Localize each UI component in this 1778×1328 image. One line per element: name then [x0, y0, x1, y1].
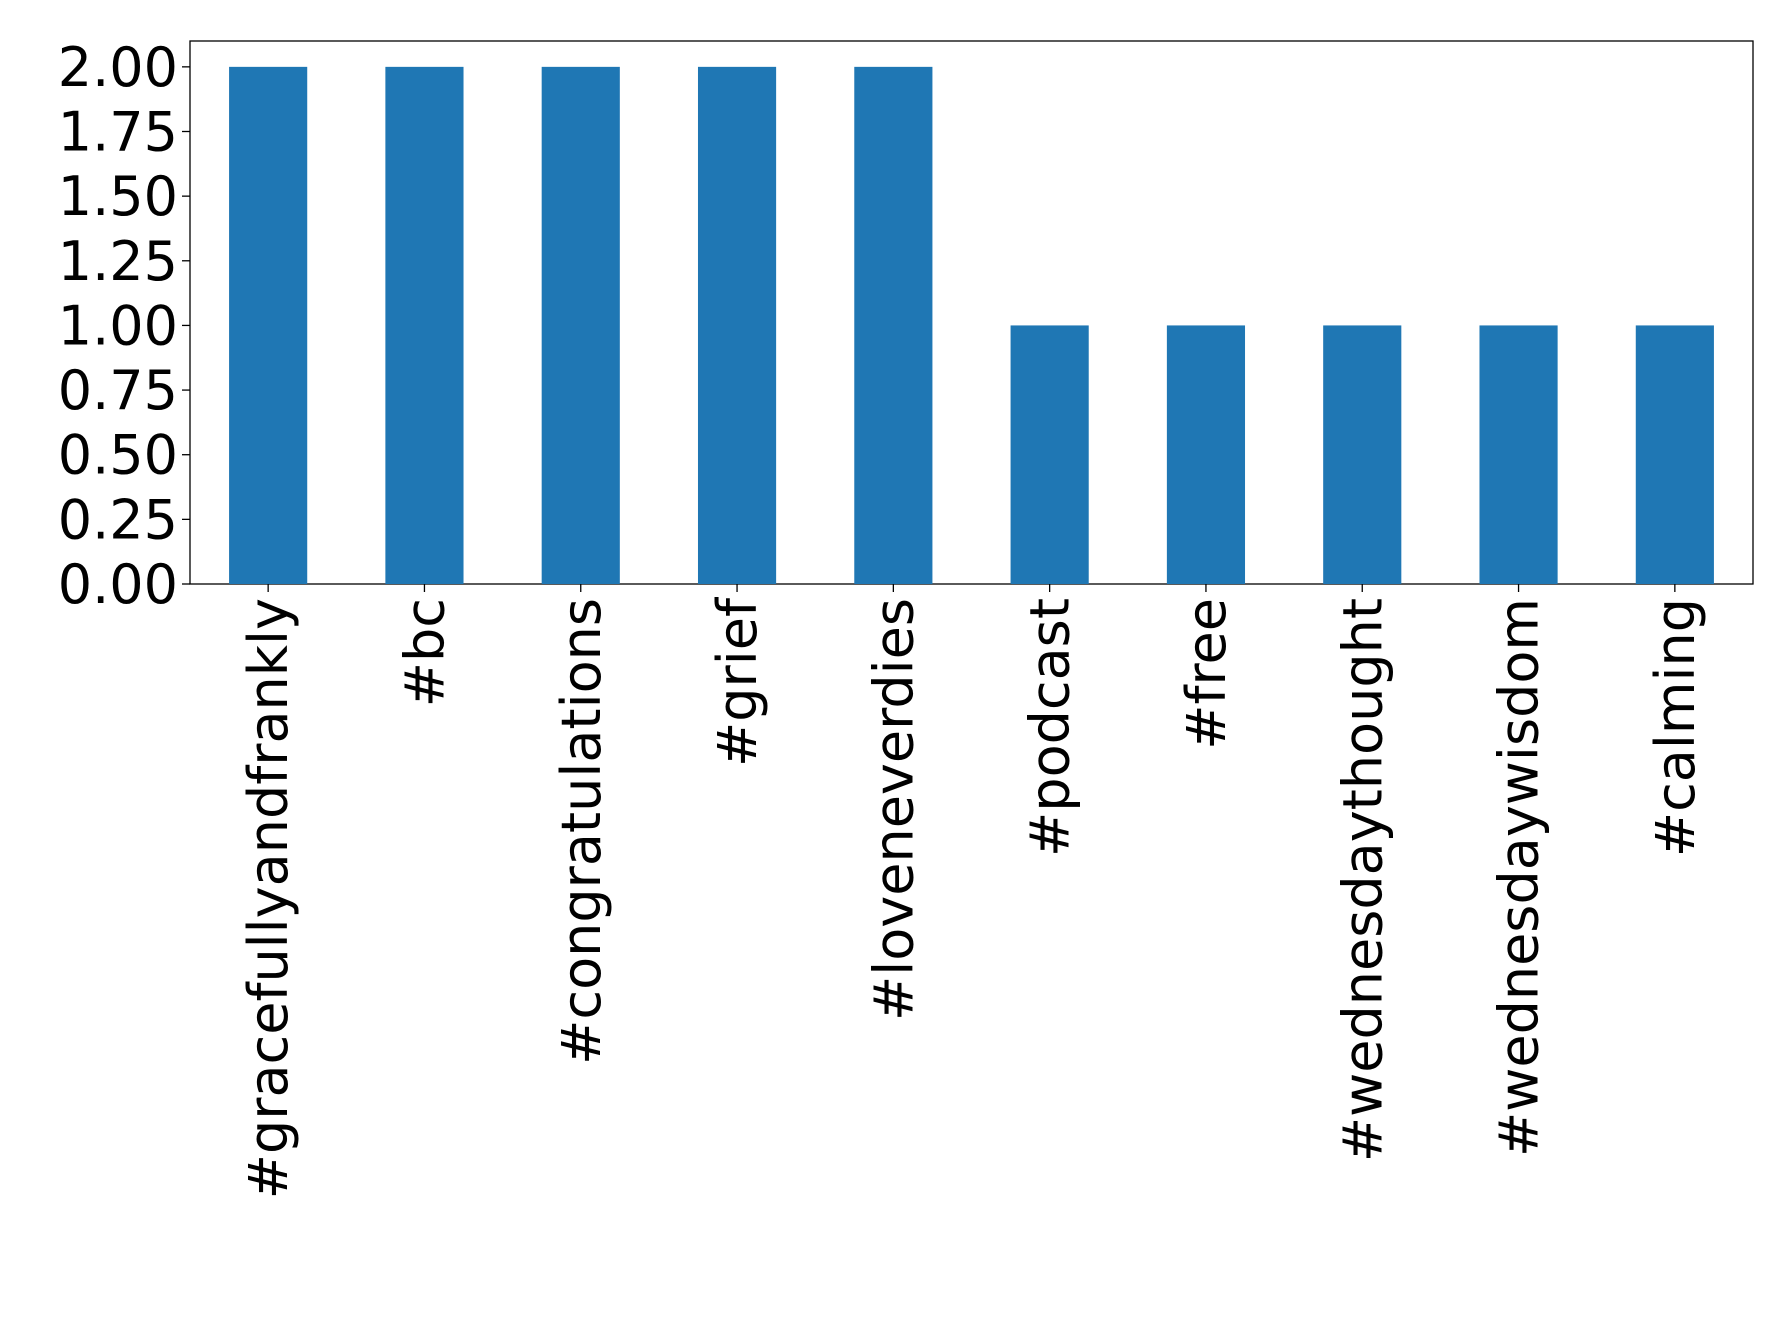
x-tick-label: #grief — [706, 596, 769, 767]
y-tick-label: 1.50 — [58, 165, 178, 228]
bar — [1635, 325, 1714, 584]
y-tick-label: 1.25 — [58, 230, 178, 293]
y-tick-label: 1.00 — [58, 294, 178, 357]
y-tick-label: 1.75 — [58, 101, 178, 164]
bar — [1166, 325, 1246, 584]
y-tick-label: 0.25 — [58, 488, 178, 551]
x-tick-label: #podcast — [1019, 598, 1082, 857]
x-tick-label: #gracefullyandfrankly — [237, 598, 300, 1199]
bar — [385, 66, 464, 585]
x-tick-label: #wednesdaythought — [1331, 598, 1394, 1162]
y-tick-label: 0.00 — [58, 553, 178, 616]
bar — [1479, 325, 1558, 584]
x-tick-label: #free — [1175, 598, 1238, 750]
bar — [1323, 325, 1402, 584]
bar — [854, 66, 933, 585]
x-tick-label: #wednesdaywisdom — [1488, 598, 1551, 1157]
y-tick-label: 2.00 — [58, 36, 178, 99]
x-tick-label: #loveneverdies — [862, 598, 925, 1021]
plot-frame — [189, 40, 1754, 585]
bar — [1010, 325, 1089, 584]
bar — [697, 66, 777, 585]
bar — [229, 66, 308, 585]
x-tick-label: #congratulations — [550, 598, 613, 1065]
x-tick-label: #calming — [1644, 598, 1707, 857]
bar — [541, 66, 620, 585]
y-tick-label: 0.50 — [58, 424, 178, 487]
x-tick-label: #bc — [393, 598, 456, 707]
y-tick-label: 0.75 — [58, 359, 178, 422]
